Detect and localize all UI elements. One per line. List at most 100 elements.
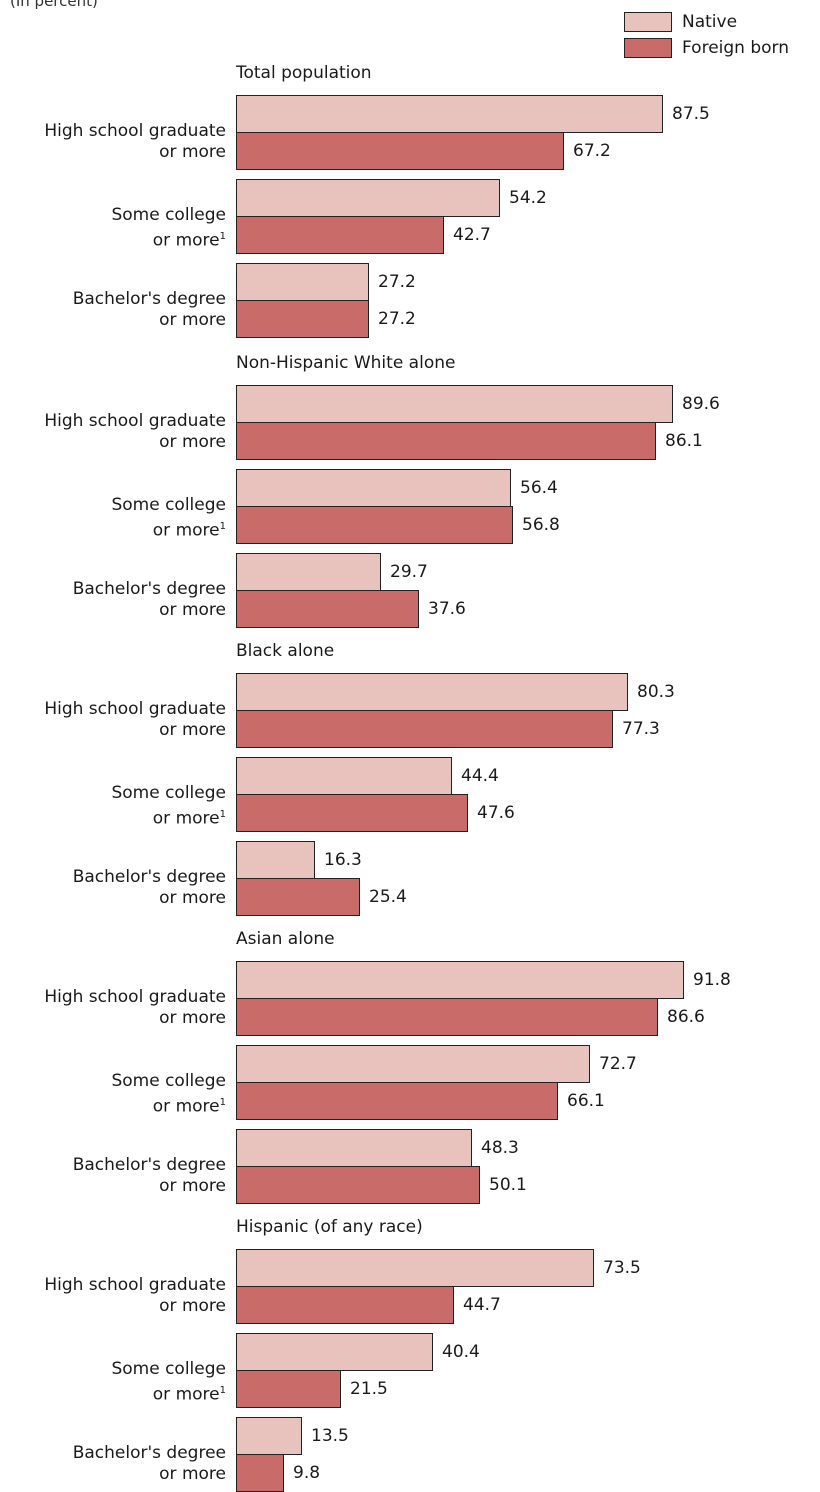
category-label: High school graduate or more — [0, 1275, 226, 1317]
category-label: Some college or more1 — [0, 1071, 226, 1118]
data-label-foreign: 9.8 — [293, 1463, 321, 1483]
data-label-native: 44.4 — [461, 766, 499, 786]
category-label-line2-wrap: or more — [0, 1296, 226, 1317]
category-label-line1: Some college — [111, 495, 226, 515]
category-label-line1: High school graduate — [44, 987, 226, 1007]
data-label-foreign: 25.4 — [369, 887, 407, 907]
category-label-line1: Some college — [111, 783, 226, 803]
category-label: Some college or more1 — [0, 1359, 226, 1406]
bar-native — [236, 1333, 433, 1371]
category-label: Bachelor's degree or more — [0, 1155, 226, 1197]
category-label-line1: Some college — [111, 1071, 226, 1091]
category-label-line1: Bachelor's degree — [72, 1443, 226, 1463]
data-label-native: 54.2 — [509, 188, 547, 208]
category-label: Some college or more1 — [0, 495, 226, 542]
category-label-line1: High school graduate — [44, 411, 226, 431]
category-label-line2: or more — [159, 310, 226, 330]
data-label-native: 72.7 — [599, 1054, 637, 1074]
data-label-native: 56.4 — [520, 478, 558, 498]
bar-foreign — [236, 300, 369, 338]
bar-native — [236, 469, 511, 507]
bar-native — [236, 553, 381, 591]
data-label-native: 80.3 — [637, 682, 675, 702]
bar-native — [236, 95, 663, 133]
bar-foreign — [236, 422, 656, 460]
category-label-line2: or more — [159, 888, 226, 908]
bar-foreign — [236, 878, 360, 916]
data-label-foreign: 44.7 — [463, 1295, 501, 1315]
bar-native — [236, 841, 315, 879]
category-label-line1: Bachelor's degree — [72, 867, 226, 887]
data-label-foreign: 27.2 — [378, 309, 416, 329]
footnote-marker: 1 — [219, 521, 226, 532]
legend-swatch-foreign — [624, 38, 672, 58]
category-label: Some college or more1 — [0, 783, 226, 830]
footnote-marker: 1 — [219, 1385, 226, 1396]
category-label-line2-wrap: or more1 — [0, 516, 226, 542]
category-label: High school graduate or more — [0, 121, 226, 163]
category-label-line2: or more — [159, 1008, 226, 1028]
category-label-line2: or more — [159, 1176, 226, 1196]
category-label-line2-wrap: or more — [0, 720, 226, 741]
data-label-foreign: 86.6 — [667, 1007, 705, 1027]
category-label-line1: High school graduate — [44, 121, 226, 141]
category-label-line2-wrap: or more — [0, 1176, 226, 1197]
data-label-foreign: 67.2 — [573, 141, 611, 161]
data-label-foreign: 21.5 — [350, 1379, 388, 1399]
data-label-native: 87.5 — [672, 104, 710, 124]
bar-native — [236, 961, 684, 999]
category-label-line2: or more — [159, 1296, 226, 1316]
data-label-foreign: 42.7 — [453, 225, 491, 245]
category-label-line2-wrap: or more1 — [0, 1380, 226, 1406]
category-label-line2: or more — [159, 142, 226, 162]
unit-note: (In percent) — [10, 0, 98, 10]
bar-native — [236, 757, 452, 795]
footnote-marker: 1 — [219, 1097, 226, 1108]
group-title: Black alone — [236, 641, 335, 661]
bar-native — [236, 1045, 590, 1083]
category-label-line2-wrap: or more — [0, 142, 226, 163]
data-label-native: 91.8 — [693, 970, 731, 990]
category-label-line2-wrap: or more — [0, 1464, 226, 1485]
bar-foreign — [236, 1454, 284, 1492]
data-label-foreign: 86.1 — [665, 431, 703, 451]
category-label-line2-wrap: or more — [0, 888, 226, 909]
data-label-foreign: 56.8 — [522, 515, 560, 535]
data-label-foreign: 77.3 — [622, 719, 660, 739]
legend-label-native: Native — [682, 12, 738, 32]
data-label-foreign: 37.6 — [428, 599, 466, 619]
category-label-line2-wrap: or more1 — [0, 804, 226, 830]
category-label-line2-wrap: or more1 — [0, 226, 226, 252]
category-label-line1: Some college — [111, 1359, 226, 1379]
data-label-native: 40.4 — [442, 1342, 480, 1362]
bar-native — [236, 1249, 594, 1287]
data-label-native: 29.7 — [390, 562, 428, 582]
category-label-line2-wrap: or more — [0, 432, 226, 453]
bar-foreign — [236, 216, 444, 254]
bar-foreign — [236, 506, 513, 544]
data-label-native: 27.2 — [378, 272, 416, 292]
category-label: High school graduate or more — [0, 411, 226, 453]
category-label: High school graduate or more — [0, 699, 226, 741]
category-label-line1: Bachelor's degree — [72, 1155, 226, 1175]
category-label-line2-wrap: or more1 — [0, 1092, 226, 1118]
bar-native — [236, 179, 500, 217]
data-label-native: 73.5 — [603, 1258, 641, 1278]
bar-native — [236, 673, 628, 711]
category-label-line2: or more — [152, 230, 220, 251]
data-label-foreign: 50.1 — [489, 1175, 527, 1195]
bar-foreign — [236, 1166, 480, 1204]
bar-native — [236, 1417, 302, 1455]
bar-native — [236, 263, 369, 301]
data-label-native: 89.6 — [682, 394, 720, 414]
bar-foreign — [236, 794, 468, 832]
category-label-line2: or more — [152, 520, 220, 541]
category-label-line1: Some college — [111, 205, 226, 225]
category-label: Bachelor's degree or more — [0, 1443, 226, 1485]
category-label-line2: or more — [152, 808, 220, 829]
data-label-native: 16.3 — [324, 850, 362, 870]
category-label-line2-wrap: or more — [0, 1008, 226, 1029]
data-label-native: 48.3 — [481, 1138, 519, 1158]
footnote-marker: 1 — [219, 231, 226, 242]
